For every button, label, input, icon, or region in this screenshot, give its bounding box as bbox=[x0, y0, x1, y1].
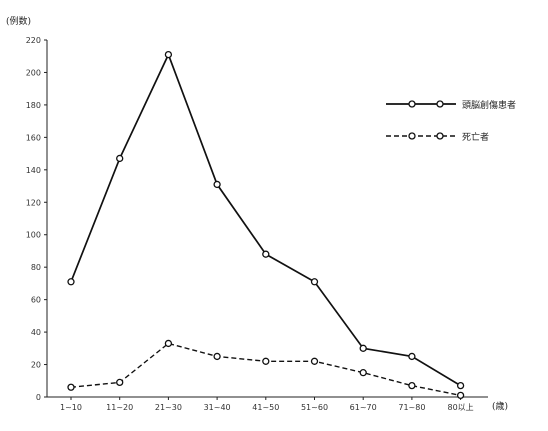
series-1-point-4 bbox=[263, 251, 269, 257]
series-1-point-0 bbox=[68, 279, 74, 285]
series-1-point-8 bbox=[458, 383, 464, 389]
y-ticks: 0 20 40 60 80 100 120 140 160 180 200 220 bbox=[26, 36, 47, 402]
legend-marker-1b bbox=[437, 101, 443, 107]
x-tick-label-7: 71~80 bbox=[398, 403, 425, 412]
y-tick-label-3: 60 bbox=[31, 296, 41, 305]
y-tick-label-5: 100 bbox=[26, 231, 41, 240]
series-2-point-0 bbox=[68, 384, 74, 390]
x-tick-label-1: 11~20 bbox=[106, 403, 133, 412]
series-2-point-3 bbox=[214, 353, 220, 359]
series-2-point-4 bbox=[263, 358, 269, 364]
y-tick-label-0: 0 bbox=[36, 393, 41, 402]
legend-item-1: 頭脳創傷患者 bbox=[386, 99, 516, 111]
series-1-point-1 bbox=[117, 155, 123, 161]
series-1-point-2 bbox=[165, 52, 171, 58]
legend-label-2: 死亡者 bbox=[462, 131, 489, 143]
series-1-point-3 bbox=[214, 181, 220, 187]
y-tick-label-10: 200 bbox=[26, 68, 41, 77]
series-2-point-6 bbox=[360, 370, 366, 376]
series-2-point-7 bbox=[409, 383, 415, 389]
x-tick-label-8: 80以上 bbox=[448, 403, 474, 412]
y-tick-label-1: 20 bbox=[31, 361, 41, 370]
y-tick-label-6: 120 bbox=[26, 198, 41, 207]
legend-item-2: 死亡者 bbox=[386, 131, 489, 143]
series-1-point-7 bbox=[409, 353, 415, 359]
x-tick-label-0: 1~10 bbox=[60, 403, 82, 412]
legend: 頭脳創傷患者 死亡者 bbox=[386, 99, 516, 143]
series-2-point-5 bbox=[312, 358, 318, 364]
legend-label-1: 頭脳創傷患者 bbox=[462, 99, 516, 111]
y-tick-label-2: 40 bbox=[31, 328, 41, 337]
y-tick-label-11: 220 bbox=[26, 36, 41, 45]
x-tick-label-5: 51~60 bbox=[301, 403, 328, 412]
series-1-point-5 bbox=[312, 279, 318, 285]
series-2-point-2 bbox=[165, 340, 171, 346]
series-2-point-8 bbox=[458, 392, 464, 398]
legend-marker-2a bbox=[409, 133, 415, 139]
legend-marker-2b bbox=[437, 133, 443, 139]
series-1-point-6 bbox=[360, 345, 366, 351]
y-tick-label-8: 160 bbox=[26, 133, 41, 142]
x-tick-label-6: 61~70 bbox=[350, 403, 377, 412]
x-ticks: 1~10 11~20 21~30 31~40 41~50 51~60 61~70 71~80 8… bbox=[60, 397, 474, 412]
series-line-2 bbox=[71, 343, 461, 395]
y-axis-label: (例数) bbox=[6, 15, 31, 27]
legend-marker-1a bbox=[409, 101, 415, 107]
y-tick-label-4: 80 bbox=[31, 263, 41, 272]
x-axis-label: (歳) bbox=[492, 400, 508, 412]
x-tick-label-3: 31~40 bbox=[204, 403, 231, 412]
x-tick-label-2: 21~30 bbox=[155, 403, 182, 412]
y-tick-label-9: 180 bbox=[26, 101, 41, 110]
x-tick-label-4: 41~50 bbox=[252, 403, 279, 412]
y-tick-label-7: 140 bbox=[26, 166, 41, 175]
series-2-point-1 bbox=[117, 379, 123, 385]
